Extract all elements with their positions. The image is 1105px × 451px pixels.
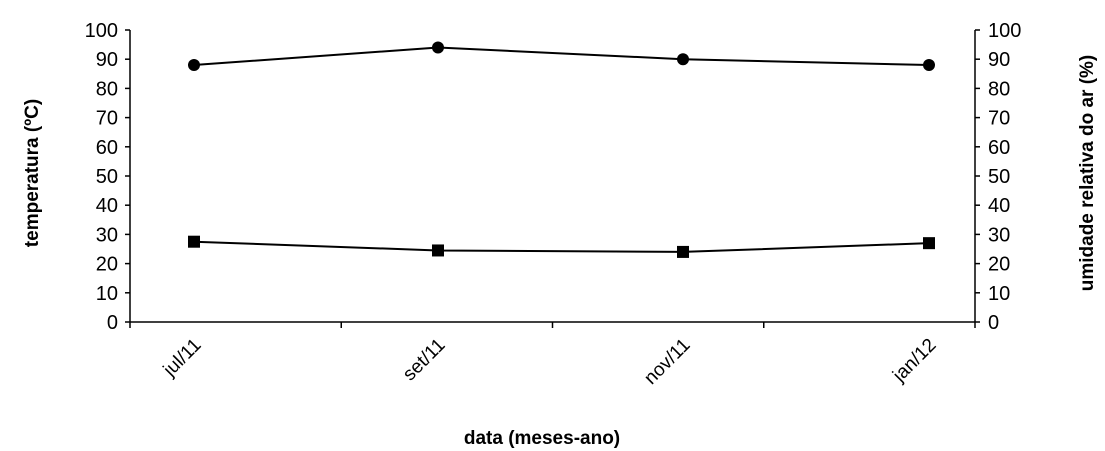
y-tick-label: 100 bbox=[85, 20, 118, 42]
y2-tick-label: 20 bbox=[988, 254, 1010, 276]
data-point-circle bbox=[923, 59, 935, 72]
x-tick-label: nov/11 bbox=[640, 335, 694, 389]
y-tick-label: 50 bbox=[96, 166, 118, 188]
y-tick-label: 30 bbox=[96, 224, 118, 246]
x-tick-label: set/11 bbox=[399, 335, 449, 385]
y-tick-label: 20 bbox=[96, 254, 118, 276]
data-point-square bbox=[677, 245, 689, 258]
data-point-square bbox=[432, 244, 444, 257]
y2-tick-label: 60 bbox=[988, 137, 1010, 159]
data-point-square bbox=[188, 235, 200, 248]
y-tick-label: 60 bbox=[96, 137, 118, 159]
data-point-circle bbox=[188, 59, 200, 72]
y2-tick-label: 100 bbox=[988, 20, 1021, 42]
y2-tick-label: 10 bbox=[988, 283, 1010, 305]
series-line-1 bbox=[193, 46, 930, 67]
x-tick-label: jan/12 bbox=[888, 335, 940, 387]
y2-tick-label: 70 bbox=[988, 108, 1010, 130]
x-tick-label: jul/11 bbox=[159, 335, 206, 382]
data-point-square bbox=[923, 237, 935, 250]
y-tick-label: 40 bbox=[96, 195, 118, 217]
y2-tick-label: 50 bbox=[988, 166, 1010, 188]
y2-tick-label: 30 bbox=[988, 224, 1010, 246]
y-tick-label: 80 bbox=[96, 78, 118, 100]
y-tick-label: 0 bbox=[107, 312, 118, 334]
y-axis-title: temperatura (ºC) bbox=[22, 99, 43, 247]
y2-axis-title: umidade relativa do ar (%) bbox=[1077, 55, 1098, 292]
y2-tick-label: 40 bbox=[988, 195, 1010, 217]
y2-tick-label: 80 bbox=[988, 78, 1010, 100]
x-axis-title: data (meses-ano) bbox=[464, 428, 620, 449]
y-tick-label: 70 bbox=[96, 108, 118, 130]
data-point-circle bbox=[677, 53, 689, 66]
y2-tick-label: 90 bbox=[988, 49, 1010, 71]
series-line-2 bbox=[193, 240, 930, 253]
plot-area: 0 10 20 30 40 50 60 70 80 90 100 0 10 20 30 40 50 60 70 80 9… bbox=[85, 20, 1022, 389]
y-tick-label: 90 bbox=[96, 49, 118, 71]
data-point-circle bbox=[432, 41, 444, 54]
y-tick-label: 10 bbox=[96, 283, 118, 305]
y2-tick-label: 0 bbox=[988, 312, 999, 334]
